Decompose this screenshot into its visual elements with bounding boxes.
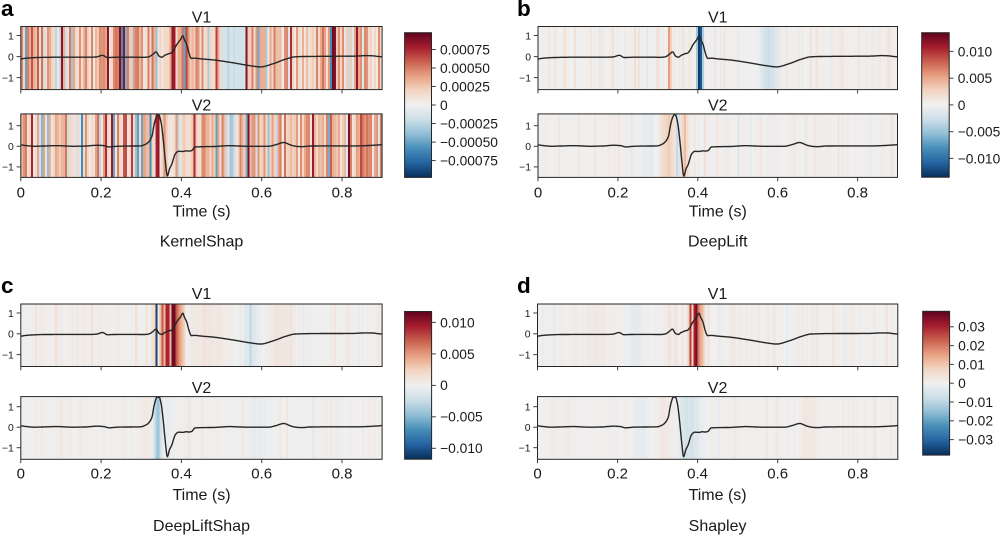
svg-text:−0.02: −0.02 (958, 414, 993, 429)
svg-text:V2: V2 (708, 98, 728, 115)
svg-text:0.2: 0.2 (91, 465, 112, 482)
svg-text:Time (s): Time (s) (172, 487, 230, 504)
svg-text:0.2: 0.2 (607, 465, 628, 482)
svg-text:V2: V2 (192, 380, 212, 397)
svg-text:−0.010: −0.010 (440, 441, 483, 456)
svg-text:V1: V1 (192, 10, 212, 27)
svg-text:0: 0 (17, 465, 25, 482)
svg-text:0.6: 0.6 (251, 185, 272, 202)
svg-text:0: 0 (958, 98, 966, 113)
svg-text:0.6: 0.6 (251, 465, 272, 482)
svg-text:0.4: 0.4 (171, 185, 192, 202)
svg-text:−0.00075: −0.00075 (440, 154, 498, 169)
svg-text:−0.00025: −0.00025 (440, 116, 498, 131)
svg-text:1: 1 (525, 31, 531, 42)
svg-text:−0.01: −0.01 (958, 395, 993, 410)
svg-text:0.6: 0.6 (767, 185, 788, 202)
svg-text:1: 1 (8, 309, 14, 320)
svg-text:0: 0 (525, 330, 531, 341)
svg-text:0.4: 0.4 (171, 465, 192, 482)
svg-text:0.005: 0.005 (440, 347, 475, 362)
svg-text:0.6: 0.6 (767, 465, 788, 482)
svg-text:V1: V1 (192, 286, 212, 303)
svg-text:1: 1 (8, 122, 14, 133)
svg-text:DeepLiftShap: DeepLiftShap (153, 518, 250, 535)
svg-text:0: 0 (958, 376, 966, 391)
svg-text:−0.00050: −0.00050 (440, 135, 498, 150)
svg-text:0.4: 0.4 (687, 185, 708, 202)
svg-text:−0.005: −0.005 (958, 125, 1000, 140)
svg-text:KernelShap: KernelShap (160, 234, 244, 251)
svg-text:0.005: 0.005 (958, 71, 993, 86)
svg-text:0.00025: 0.00025 (440, 80, 490, 95)
svg-text:0: 0 (533, 465, 541, 482)
svg-text:Shapley: Shapley (689, 518, 747, 535)
svg-text:1: 1 (525, 403, 531, 414)
svg-text:0: 0 (525, 52, 531, 63)
svg-text:Time (s): Time (s) (689, 487, 747, 504)
svg-text:0.2: 0.2 (607, 185, 628, 202)
svg-text:0: 0 (534, 185, 542, 202)
svg-text:V1: V1 (708, 10, 728, 27)
svg-text:−1: −1 (2, 444, 14, 455)
svg-text:0: 0 (440, 98, 448, 113)
svg-text:−1: −1 (519, 163, 531, 174)
svg-text:−0.010: −0.010 (958, 151, 1000, 166)
svg-text:V2: V2 (192, 98, 212, 115)
svg-text:0.00075: 0.00075 (440, 42, 490, 57)
svg-text:−0.03: −0.03 (958, 433, 993, 448)
svg-text:0.2: 0.2 (91, 185, 112, 202)
svg-text:0.8: 0.8 (332, 185, 353, 202)
svg-text:c: c (1, 273, 14, 298)
svg-text:V2: V2 (708, 380, 728, 397)
svg-text:V1: V1 (708, 286, 728, 303)
svg-text:d: d (517, 273, 531, 298)
svg-text:0.4: 0.4 (687, 465, 708, 482)
svg-text:Time (s): Time (s) (172, 204, 230, 221)
svg-text:0: 0 (525, 423, 531, 434)
svg-text:0: 0 (8, 142, 14, 153)
svg-text:0: 0 (17, 185, 25, 202)
svg-text:−1: −1 (519, 350, 531, 361)
svg-text:0: 0 (8, 52, 14, 63)
svg-text:0: 0 (525, 142, 531, 153)
svg-text:0.01: 0.01 (958, 357, 985, 372)
svg-text:1: 1 (8, 31, 14, 42)
svg-text:−1: −1 (519, 444, 531, 455)
svg-text:−1: −1 (2, 73, 14, 84)
svg-text:−1: −1 (2, 163, 14, 174)
svg-text:0: 0 (8, 423, 14, 434)
svg-text:−1: −1 (2, 350, 14, 361)
svg-text:0.8: 0.8 (847, 185, 868, 202)
svg-text:0.03: 0.03 (958, 320, 985, 335)
svg-text:−1: −1 (519, 73, 531, 84)
svg-text:1: 1 (525, 309, 531, 320)
svg-text:0.02: 0.02 (958, 339, 985, 354)
svg-text:0: 0 (440, 378, 448, 393)
svg-text:b: b (517, 0, 531, 21)
svg-text:0.010: 0.010 (958, 44, 993, 59)
svg-text:0.010: 0.010 (440, 315, 475, 330)
svg-text:0.00050: 0.00050 (440, 61, 490, 76)
svg-text:0.8: 0.8 (847, 465, 868, 482)
svg-text:0.8: 0.8 (332, 465, 353, 482)
svg-text:DeepLift: DeepLift (688, 234, 748, 251)
svg-text:1: 1 (525, 122, 531, 133)
svg-text:−0.005: −0.005 (440, 410, 483, 425)
svg-text:0: 0 (8, 330, 14, 341)
svg-text:Time (s): Time (s) (689, 204, 747, 221)
svg-text:1: 1 (8, 403, 14, 414)
svg-text:a: a (1, 0, 14, 21)
